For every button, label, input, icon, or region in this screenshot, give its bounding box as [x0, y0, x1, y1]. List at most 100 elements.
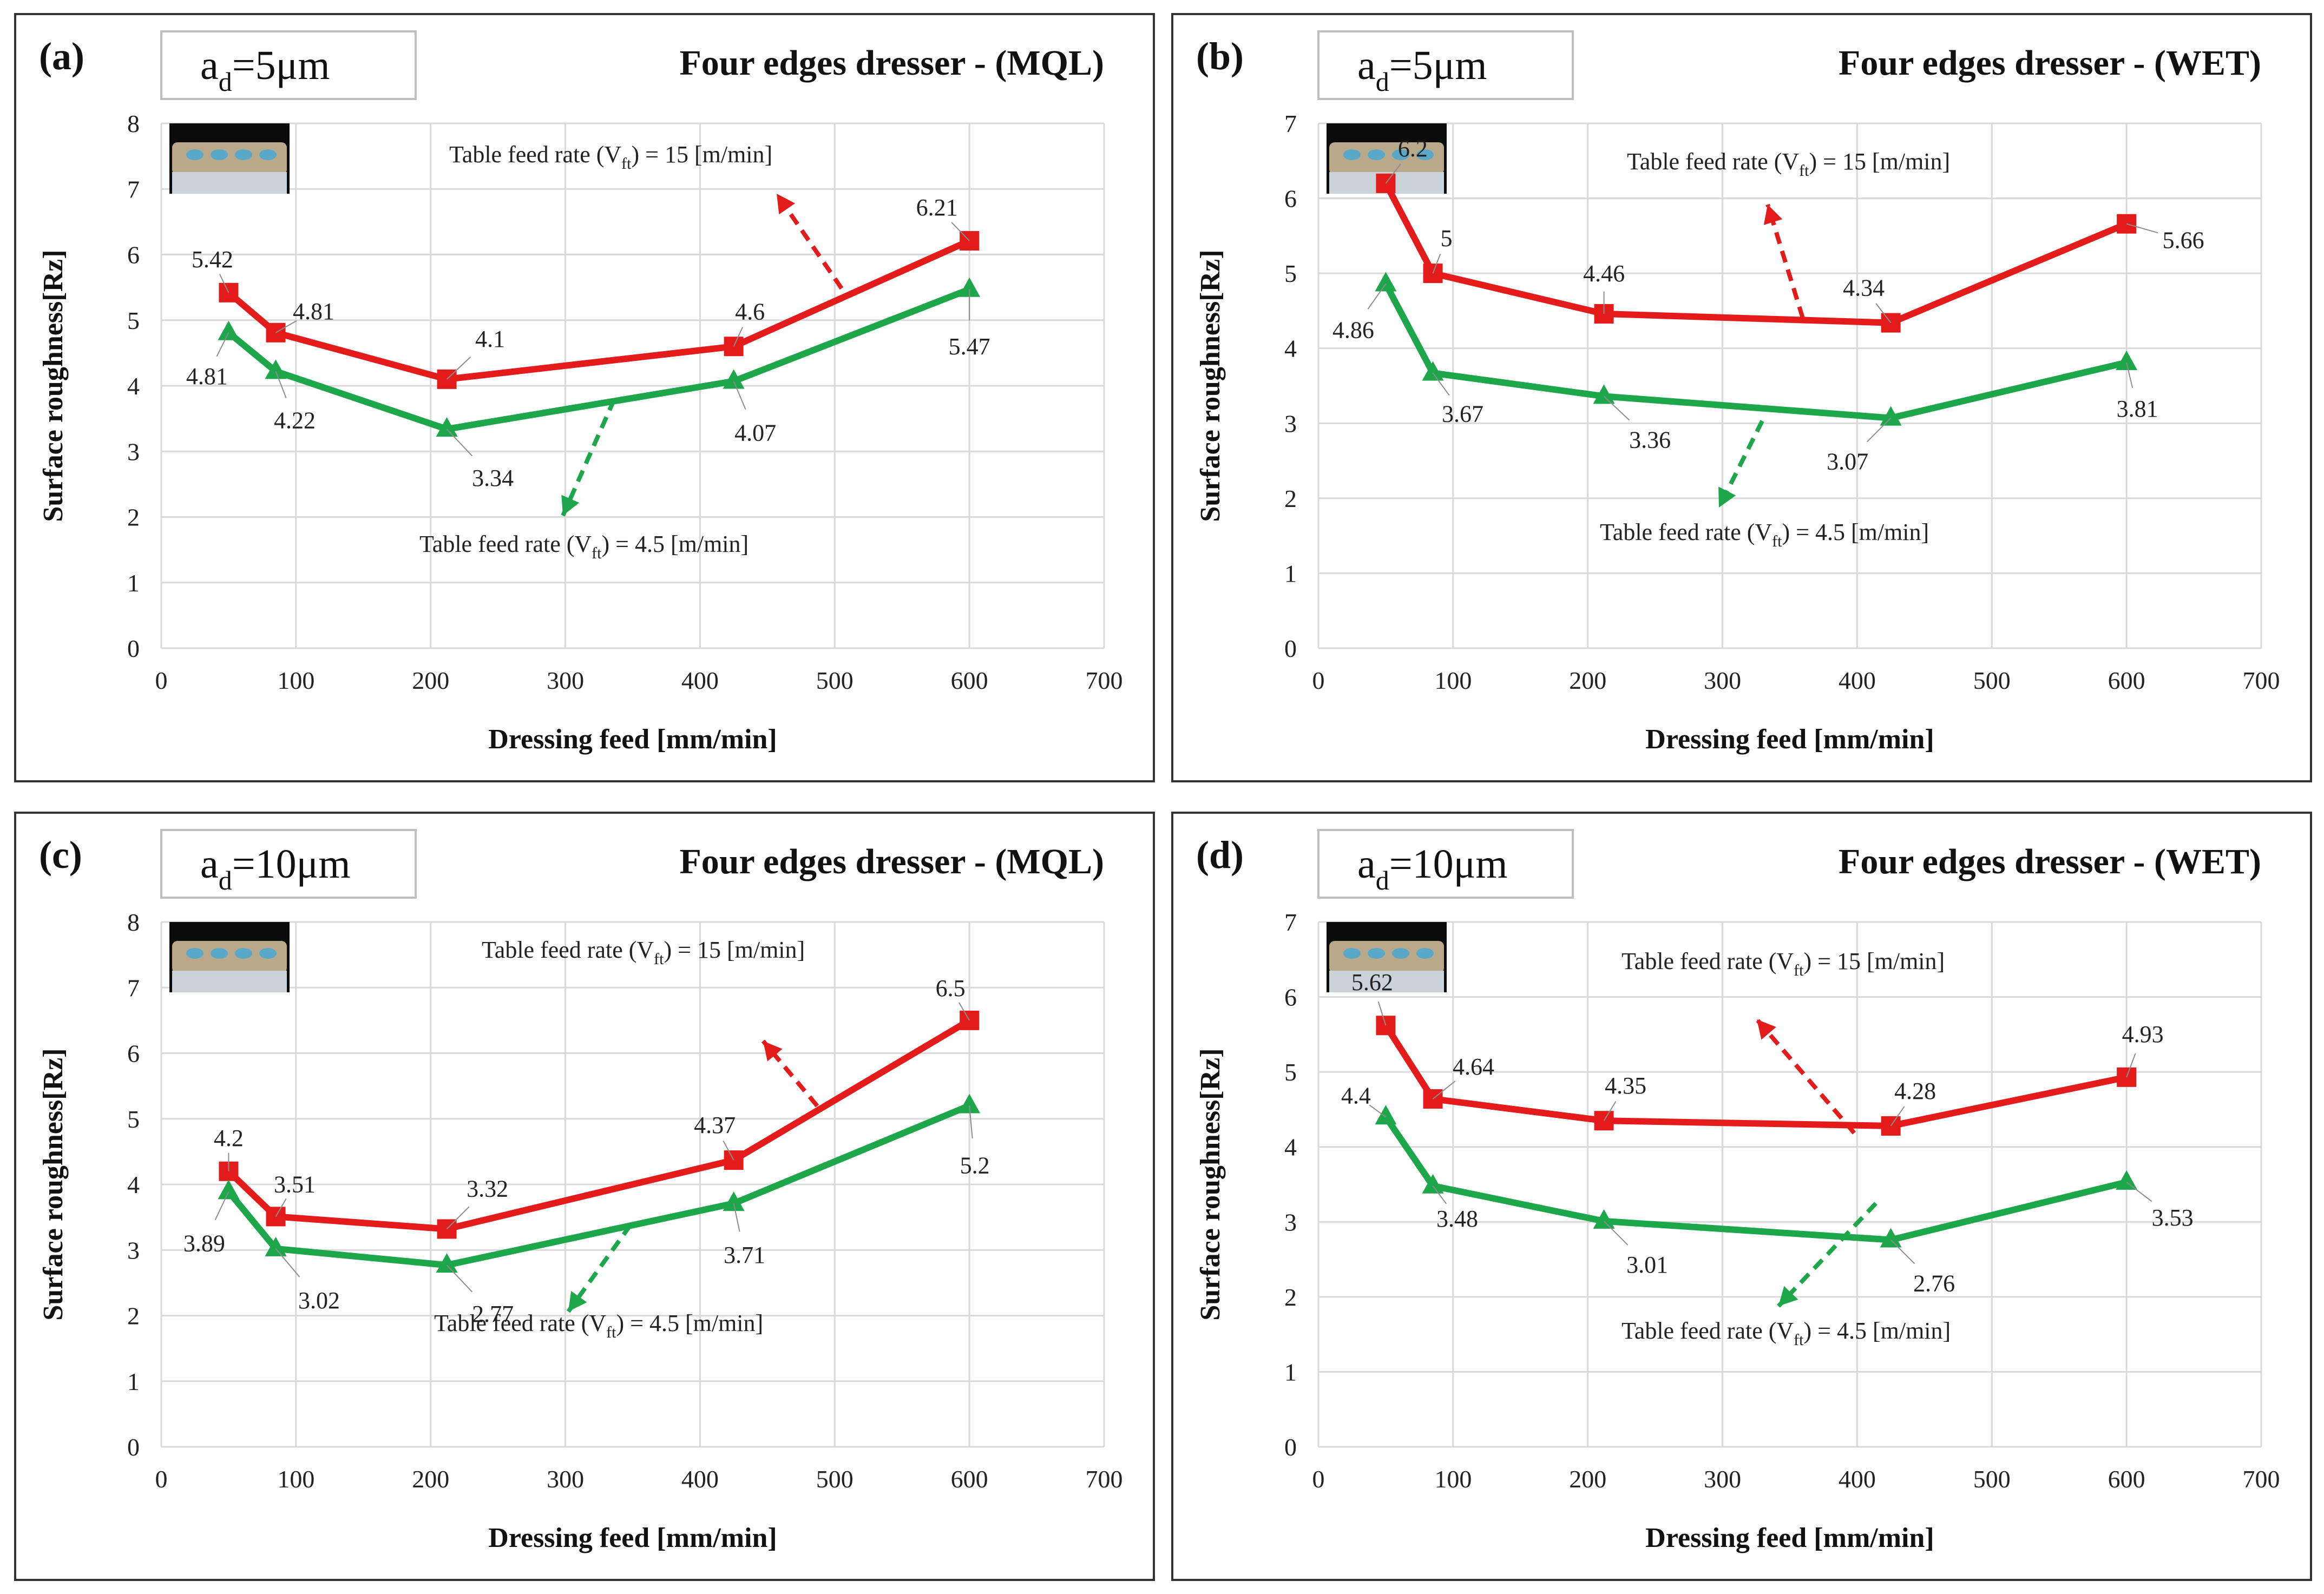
depth-label-rest: =5μm: [1389, 43, 1487, 88]
x-tick-label: 400: [1839, 667, 1876, 694]
data-point-vft-15: [1376, 173, 1396, 193]
annotation-vft-4-5: Table feed rate (Vft) = 4.5 [m/min]: [1600, 519, 1929, 550]
data-point-vft-4-5: [265, 359, 287, 379]
x-axis-label: Dressing feed [mm/min]: [488, 724, 777, 755]
x-tick-label: 400: [681, 667, 719, 694]
x-tick-label: 300: [547, 667, 584, 694]
panel-label: (b): [1196, 35, 1244, 78]
y-tick-label: 5: [127, 307, 140, 334]
annotation-text: Table feed rate (V: [1600, 519, 1772, 545]
label-leader-line: [275, 320, 297, 333]
arrow-vft-4-5-head: [1718, 486, 1736, 508]
label-leader-line: [1603, 1101, 1617, 1121]
y-tick-label: 7: [127, 974, 140, 1002]
data-label: 3.34: [472, 465, 514, 491]
depth-label-box: [160, 829, 417, 899]
depth-label-box: [160, 30, 417, 100]
data-point-vft-4-5: [2116, 1170, 2138, 1190]
y-tick-label: 1: [1284, 559, 1297, 587]
y-tick-label: 6: [127, 1040, 140, 1068]
data-point-vft-4-5: [2116, 351, 2138, 371]
x-tick-label: 200: [1569, 667, 1606, 694]
label-leader-line: [219, 274, 229, 293]
series-line-vft-15: [1383, 1023, 2128, 1129]
arrow-vft-15-head: [1757, 1019, 1776, 1040]
depth-label-box: [1317, 30, 1574, 100]
depth-label-sub: d: [219, 865, 232, 895]
arrow-vft-4-5-head: [568, 1290, 587, 1312]
arrow-vft-4-5-head: [561, 495, 580, 516]
y-tick-label: 2: [127, 1302, 140, 1330]
annotation-subscript: ft: [592, 544, 602, 562]
data-label: 4.37: [694, 1112, 736, 1138]
y-tick-label: 3: [1284, 1208, 1297, 1236]
x-tick-label: 0: [1312, 667, 1325, 694]
arrow-vft-15: [761, 1039, 819, 1108]
annotation-vft-4-5: Table feed rate (Vft) = 4.5 [m/min]: [434, 1310, 763, 1341]
annotation-subscript: ft: [1799, 162, 1809, 180]
chart-panel-b: 0 1 2 3 4 5 6 7 0 100 200 300 400 500 600 700 (b) ad=5μm F…: [1171, 13, 2312, 782]
y-tick-label: 3: [1284, 410, 1297, 437]
label-leader-line: [1385, 163, 1401, 184]
y-tick-label: 7: [127, 175, 140, 203]
data-label: 3.67: [1442, 400, 1483, 427]
annotation-subscript: ft: [606, 1323, 616, 1341]
data-label: 4.35: [1605, 1072, 1646, 1099]
data-label: 5.2: [960, 1152, 990, 1179]
data-point-vft-15: [266, 1207, 286, 1227]
label-leader-line: [1367, 283, 1387, 309]
depth-label-sub: d: [219, 67, 232, 97]
data-label: 6.21: [916, 194, 958, 221]
x-tick-label: 600: [2108, 1465, 2145, 1493]
dresser-photo: [1327, 922, 1447, 992]
data-label: 5.42: [192, 246, 233, 273]
annotation-text: ) = 4.5 [m/min]: [1782, 519, 1929, 545]
depth-label-sub: d: [1376, 865, 1389, 895]
data-label: 2.76: [1913, 1270, 1955, 1297]
data-label: 4.64: [1453, 1053, 1494, 1080]
y-tick-label: 1: [1284, 1358, 1297, 1386]
annotation-text: Table feed rate (V: [419, 531, 592, 557]
panel-label: (a): [39, 35, 84, 78]
arrow-vft-15: [1755, 1018, 1856, 1135]
annotation-text: ) = 4.5 [m/min]: [616, 1310, 764, 1336]
x-tick-label: 0: [1312, 1465, 1325, 1493]
depth-label-sub: d: [1376, 67, 1389, 97]
data-point-vft-4-5: [1375, 1105, 1397, 1125]
data-point-vft-4-5: [959, 1094, 981, 1114]
annotation-vft-15: Table feed rate (Vft) = 15 [m/min]: [449, 141, 772, 173]
x-tick-label: 500: [816, 667, 854, 694]
label-leader-line: [733, 327, 744, 347]
annotation-subscript: ft: [1794, 1331, 1804, 1349]
label-leader-line: [446, 356, 471, 380]
depth-label-base: a: [1357, 841, 1376, 887]
y-tick-label: 0: [127, 1433, 140, 1461]
series-line-vft-4-5: [1383, 282, 2128, 421]
x-tick-label: 200: [412, 667, 449, 694]
dresser-photo: [169, 123, 290, 194]
data-label: 3.32: [467, 1175, 508, 1202]
x-tick-label: 400: [681, 1465, 719, 1493]
depth-label: ad=5μm: [1357, 43, 1487, 97]
arrow-vft-4-5: [1777, 1202, 1877, 1308]
dresser-photo: [169, 922, 290, 992]
chart-svg: 0 1 2 3 4 5 6 7 8 0 100 200 300 400 500 600 700 (c) ad=10μ…: [38, 829, 1123, 1553]
series-line-vft-15: [226, 1017, 971, 1233]
data-point-vft-4-5: [436, 1253, 458, 1273]
x-tick-label: 300: [547, 1465, 584, 1493]
annotation-subscript: ft: [654, 950, 664, 968]
x-tick-label: 600: [2108, 667, 2145, 694]
data-label: 3.71: [724, 1242, 765, 1268]
data-point-vft-4-5: [1593, 1209, 1615, 1229]
annotation-text: ) = 15 [m/min]: [1809, 148, 1951, 175]
chart-svg: 0 1 2 3 4 5 6 7 0 100 200 300 400 500 600 700 (d) ad=10μm…: [1195, 829, 2280, 1553]
data-label: 4.4: [1341, 1082, 1371, 1109]
x-tick-label: 600: [951, 667, 988, 694]
label-leader-line: [733, 381, 746, 410]
y-tick-label: 4: [127, 372, 140, 400]
annotation-text: Table feed rate (V: [1627, 148, 1799, 175]
label-leader-line: [1432, 254, 1441, 274]
data-label: 3.51: [274, 1171, 316, 1197]
annotation-text: Table feed rate (V: [482, 937, 654, 963]
label-leader-line: [1432, 372, 1450, 396]
